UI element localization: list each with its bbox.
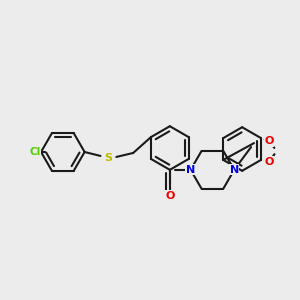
Text: O: O <box>264 157 274 167</box>
Text: O: O <box>264 136 274 146</box>
Text: O: O <box>165 190 175 201</box>
Text: S: S <box>104 153 112 163</box>
Text: N: N <box>230 165 239 175</box>
Text: Cl: Cl <box>29 147 41 157</box>
Text: N: N <box>186 165 195 175</box>
